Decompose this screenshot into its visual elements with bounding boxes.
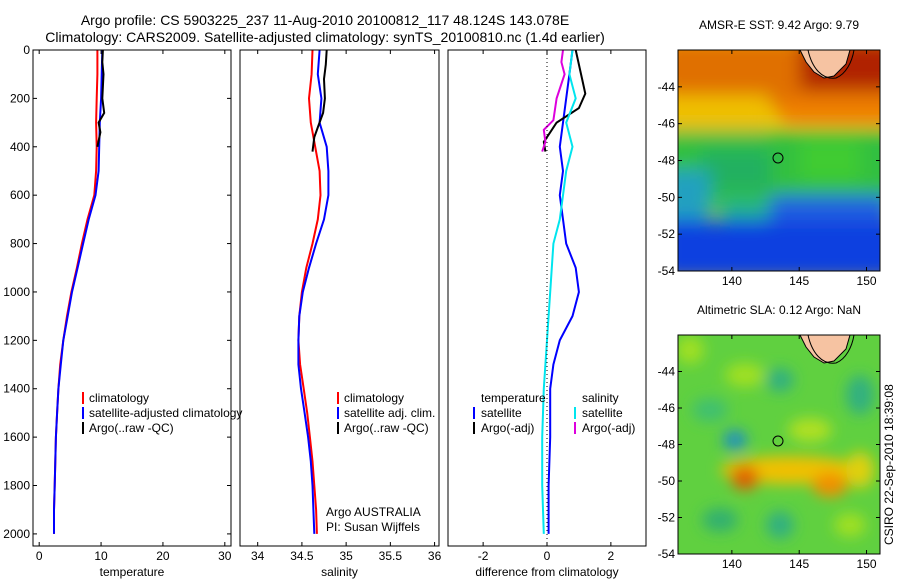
sla_map-ytick-label: -44 (658, 365, 676, 379)
temperature-ytick-label: 400 (10, 140, 30, 154)
sla_map-xtick-label: 150 (857, 557, 877, 571)
temperature-xtick-label: 0 (36, 549, 43, 563)
sla_map-ytick-label: -54 (658, 547, 676, 561)
salinity-xtick-label: 34 (251, 549, 265, 563)
legend-label-temp-satellite: satellite (481, 406, 522, 420)
salinity-xlabel: salinity (321, 565, 358, 579)
legend-label-climatology: climatology (89, 391, 149, 405)
difference-series-0 (547, 49, 580, 534)
sla_map-ytick-label: -46 (658, 401, 676, 415)
sst_map-xtick-label: 145 (789, 274, 809, 288)
difference-xtick-label: 0 (544, 549, 551, 563)
difference-series-3 (541, 49, 566, 152)
temperature-ytick-label: 800 (10, 237, 30, 251)
sst_map-ytick-label: -48 (658, 154, 676, 168)
difference-legend: temperature satellite Argo(-adj) salinit… (473, 391, 635, 435)
sst-heatmap (678, 50, 880, 271)
legend-label-climatology: climatology (344, 391, 404, 405)
sst-map-title: AMSR-E SST: 9.42 Argo: 9.79 (698, 18, 860, 32)
temperature-series-0 (53, 50, 99, 534)
temperature-ytick-label: 600 (10, 188, 30, 202)
sst_map-plot: 140 145 150 -44 -46 -48 -50 -52 -54 (658, 49, 881, 288)
difference-xtick-label: -2 (478, 549, 489, 563)
legend-label-sal-satellite: satellite (582, 406, 623, 420)
sst_map-ytick-label: -54 (658, 264, 676, 278)
temperature-legend: climatology satellite-adjusted climatolo… (82, 391, 242, 435)
legend-label-satellite: satellite-adjusted climatology (89, 406, 242, 420)
temperature-plot: 0 10 20 30 0 200 400 600 800 1000 1200 1400 1600 1800… (3, 43, 232, 579)
temperature-ytick-label: 1200 (3, 333, 30, 347)
temperature-series-1 (53, 49, 104, 534)
legend-header-temperature: temperature (481, 391, 546, 405)
figure-title-line1: Argo profile: CS 5903225_237 11-Aug-2010… (80, 12, 570, 28)
difference-series-1 (542, 49, 587, 152)
salinity-xtick-label: 36 (428, 549, 442, 563)
difference-xlabel: difference from climatology (475, 565, 618, 579)
temperature-xtick-label: 20 (156, 549, 170, 563)
sst_map-xtick-label: 140 (722, 274, 742, 288)
temperature-ytick-label: 0 (23, 43, 30, 57)
credit-line1: Argo AUSTRALIA (326, 505, 421, 519)
temperature-ytick-label: 1000 (3, 285, 30, 299)
temperature-xlabel: temperature (100, 565, 165, 579)
salinity-series-1 (297, 49, 330, 534)
sst_map-ytick-label: -50 (658, 190, 676, 204)
sla-heatmap (678, 335, 880, 554)
temperature-xtick-label: 10 (94, 549, 108, 563)
temperature-ytick-label: 1800 (3, 479, 30, 493)
sla_map-ytick-label: -52 (658, 511, 676, 525)
difference-xtick-label: 2 (608, 549, 615, 563)
sst_map-ytick-label: -44 (658, 80, 676, 94)
salinity-plot: 34 34.5 35 35.5 36 salinity (239, 49, 442, 579)
difference-series-2 (541, 49, 577, 534)
sst_map-ytick-label: -46 (658, 117, 676, 131)
sla_map-ytick-label: -50 (658, 474, 676, 488)
legend-label-satellite: satellite adj. clim. (344, 406, 435, 420)
temperature-ytick-label: 1600 (3, 430, 30, 444)
sla_map-ytick-label: -48 (658, 438, 676, 452)
salinity-xtick-label: 34.5 (290, 549, 314, 563)
temperature-axes-frame (32, 49, 232, 547)
salinity-series-0 (297, 49, 322, 534)
legend-header-salinity: salinity (582, 391, 619, 405)
sla_map-plot: 140 145 150 -44 -46 -48 -50 -52 -54 (658, 334, 881, 571)
temperature-xtick-label: 30 (218, 549, 232, 563)
difference-plot: -2 0 2 difference from climatology (447, 49, 647, 579)
sla_map-xtick-label: 145 (789, 557, 809, 571)
temperature-ytick-label: 200 (10, 91, 30, 105)
salinity-xtick-label: 35.5 (379, 549, 403, 563)
figure-title-line2: Climatology: CARS2009. Satellite-adjuste… (45, 29, 605, 45)
sst_map-xtick-label: 150 (857, 274, 877, 288)
legend-label-sal-argo: Argo(-adj) (582, 421, 635, 435)
legend-label-temp-argo: Argo(-adj) (481, 421, 534, 435)
sla_map-xtick-label: 140 (722, 557, 742, 571)
sst_map-ytick-label: -52 (658, 227, 676, 241)
salinity-axes-frame (239, 49, 440, 547)
credit-line2: PI: Susan Wijffels (326, 520, 420, 534)
salinity-series-2 (311, 49, 328, 152)
legend-label-argo: Argo(..raw -QC) (89, 421, 174, 435)
temperature-ytick-label: 2000 (3, 527, 30, 541)
sla-map-title: Altimetric SLA: 0.12 Argo: NaN (696, 303, 862, 317)
salinity-xtick-label: 35 (339, 549, 353, 563)
temperature-series-2 (96, 49, 106, 148)
salinity-legend: climatology satellite adj. clim. Argo(..… (337, 391, 435, 435)
temperature-ytick-label: 1400 (3, 382, 30, 396)
legend-label-argo: Argo(..raw -QC) (344, 421, 429, 435)
